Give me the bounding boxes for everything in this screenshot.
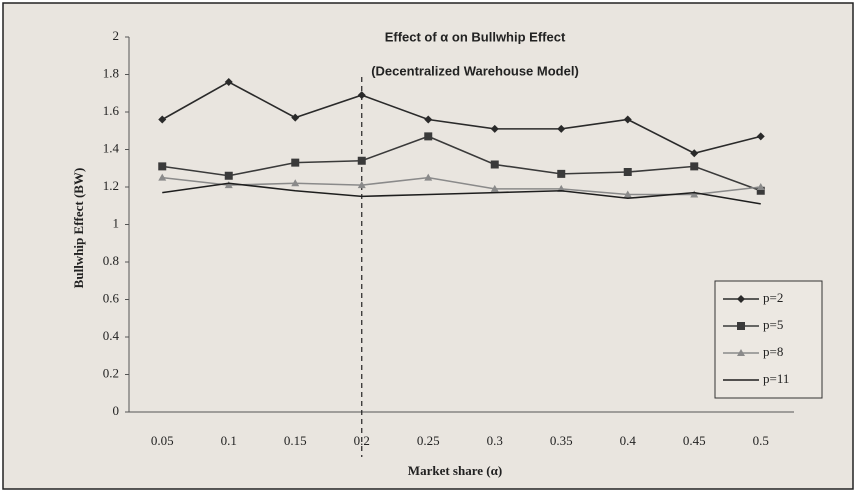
y-tick-label: 1.4 <box>103 140 120 155</box>
data-point <box>624 168 632 176</box>
y-axis-label: Bullwhip Effect (BW) <box>71 168 86 289</box>
x-tick-label: 0.15 <box>284 433 307 448</box>
legend-marker <box>737 322 745 330</box>
chart: Effect of α on Bullwhip Effect (Decentra… <box>0 0 857 493</box>
y-tick-label: 1.2 <box>103 178 119 193</box>
y-tick-label: 1.8 <box>103 65 119 80</box>
y-tick-label: 0.2 <box>103 365 119 380</box>
y-tick-label: 1 <box>113 215 120 230</box>
legend-label: p=11 <box>763 371 789 386</box>
y-tick-label: 0.6 <box>103 290 120 305</box>
y-tick-label: 1.6 <box>103 103 120 118</box>
y-tick-label: 2 <box>113 28 120 43</box>
data-point <box>557 170 565 178</box>
x-axis-label: Market share (α) <box>408 463 502 478</box>
chart-title: Effect of α on Bullwhip Effect <box>385 29 566 44</box>
y-tick-label: 0 <box>113 403 120 418</box>
x-tick-label: 0.4 <box>620 433 637 448</box>
x-tick-label: 0.35 <box>550 433 573 448</box>
x-tick-label: 0.1 <box>221 433 237 448</box>
page: Effect of α on Bullwhip Effect (Decentra… <box>0 0 857 493</box>
legend-label: p=8 <box>763 344 783 359</box>
data-point <box>291 159 299 167</box>
x-tick-label: 0.25 <box>417 433 440 448</box>
data-point <box>491 161 499 169</box>
y-tick-label: 0.4 <box>103 328 120 343</box>
legend-label: p=2 <box>763 290 783 305</box>
y-tick-label: 0.8 <box>103 253 119 268</box>
chart-subtitle: (Decentralized Warehouse Model) <box>371 63 579 78</box>
data-point <box>358 157 366 165</box>
data-point <box>690 162 698 170</box>
x-tick-label: 0.05 <box>151 433 174 448</box>
data-point <box>225 172 233 180</box>
legend-label: p=5 <box>763 317 783 332</box>
x-tick-label: 0.5 <box>753 433 769 448</box>
data-point <box>158 162 166 170</box>
data-point <box>424 132 432 140</box>
x-tick-label: 0.45 <box>683 433 706 448</box>
x-tick-label: 0.3 <box>487 433 503 448</box>
